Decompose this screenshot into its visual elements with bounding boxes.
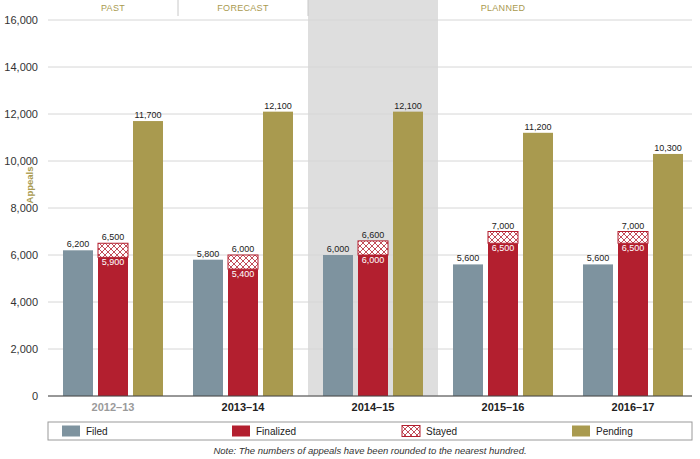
- bars: [63, 112, 683, 396]
- bar: [358, 241, 388, 255]
- data-label: 12,100: [264, 101, 292, 111]
- x-tick-label: 2014–15: [352, 401, 395, 413]
- shaded-band: [308, 0, 438, 396]
- bar: [488, 243, 518, 396]
- legend-swatch: [572, 426, 590, 437]
- x-tick-label: 2013–14: [222, 401, 266, 413]
- bar: [653, 154, 683, 396]
- bar: [583, 264, 613, 396]
- total-label: 6,500: [102, 232, 125, 242]
- bar: [133, 121, 163, 396]
- grid-line: [48, 20, 692, 21]
- data-label: 11,700: [135, 110, 162, 120]
- x-tick-label: 2012–13: [92, 401, 135, 413]
- data-label: 5,900: [102, 257, 125, 267]
- data-label: 5,600: [457, 253, 480, 263]
- data-label: 6,000: [327, 244, 350, 254]
- bar: [618, 243, 648, 396]
- legend-swatch: [402, 426, 420, 437]
- legend-swatch: [232, 426, 250, 437]
- note: Note: The numbers of appeals have been r…: [213, 445, 526, 456]
- data-label: 5,600: [587, 253, 610, 263]
- label-bg: [359, 256, 387, 265]
- x-axis-line: [48, 396, 692, 397]
- label-bg: [489, 244, 517, 253]
- bar: [323, 255, 353, 396]
- data-label: 6,200: [67, 239, 90, 249]
- y-tick-label: 4,000: [10, 296, 38, 308]
- bar: [193, 260, 223, 396]
- bar: [228, 255, 258, 269]
- data-label: 5,400: [232, 269, 255, 279]
- legend-label: Finalized: [256, 426, 296, 437]
- y-tick-label: 0: [32, 390, 38, 402]
- bar: [618, 232, 648, 244]
- bar: [98, 243, 128, 257]
- grid-line: [48, 396, 692, 397]
- bar: [523, 133, 553, 396]
- legend-label: Stayed: [426, 426, 457, 437]
- legend-box: [48, 422, 692, 440]
- y-tick-label: 10,000: [4, 155, 38, 167]
- grid-line: [48, 67, 692, 68]
- y-tick-label: 2,000: [10, 343, 38, 355]
- data-label: 6,000: [362, 255, 385, 265]
- data-label: 12,100: [394, 101, 422, 111]
- bar: [263, 112, 293, 396]
- total-label: 6,600: [362, 230, 385, 240]
- y-tick-label: 16,000: [4, 14, 38, 26]
- label-bg: [619, 244, 647, 253]
- bar: [228, 269, 258, 396]
- total-label: 6,000: [232, 244, 255, 254]
- data-label: 10,300: [654, 143, 682, 153]
- bar: [488, 232, 518, 244]
- y-tick-label: 6,000: [10, 249, 38, 261]
- bar: [358, 255, 388, 396]
- bar: [393, 112, 423, 396]
- period-divider: [178, 0, 179, 16]
- chart: PASTFORECASTPLANNED02,0004,0006,0008,000…: [0, 0, 700, 459]
- y-tick-label: 14,000: [4, 61, 38, 73]
- bar: [98, 257, 128, 396]
- label-bg: [99, 258, 127, 267]
- data-label: 6,500: [622, 243, 645, 253]
- total-label: 7,000: [492, 221, 515, 231]
- period-label: PLANNED: [481, 3, 526, 13]
- x-tick-label: 2016–17: [612, 401, 655, 413]
- y-tick-label: 12,000: [4, 108, 38, 120]
- legend-label: Pending: [596, 426, 633, 437]
- legend-swatch: [62, 426, 80, 437]
- data-label: 11,200: [525, 122, 552, 132]
- data-label: 5,800: [197, 249, 220, 259]
- period-label: PAST: [101, 3, 125, 13]
- data-label: 6,500: [492, 243, 515, 253]
- total-label: 7,000: [622, 221, 645, 231]
- x-tick-label: 2015–16: [482, 401, 525, 413]
- y-axis-label: Appeals: [24, 167, 35, 204]
- legend-label: Filed: [86, 426, 108, 437]
- period-label: FORECAST: [217, 3, 269, 13]
- bar: [453, 264, 483, 396]
- bar: [63, 250, 93, 396]
- period-divider: [308, 0, 309, 16]
- label-bg: [229, 270, 257, 279]
